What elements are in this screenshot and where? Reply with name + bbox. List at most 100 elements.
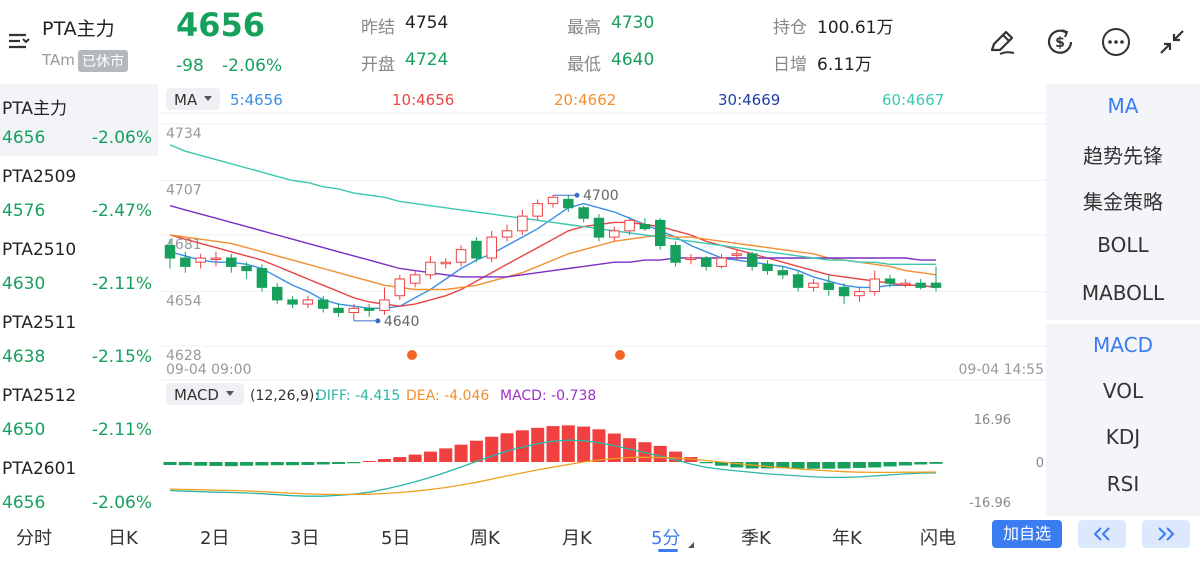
indicator-ma[interactable]: MA bbox=[1107, 94, 1139, 118]
macd-histogram-bar bbox=[914, 462, 928, 465]
candlestick bbox=[271, 283, 283, 305]
candle-body bbox=[210, 257, 222, 261]
contract-list-item[interactable]: PTA2509 4576 -2.47% bbox=[0, 157, 158, 229]
double-chevron-left-icon[interactable] bbox=[1078, 520, 1126, 548]
indicator-kdj[interactable]: KDJ bbox=[1105, 425, 1141, 449]
ma30-value: 30:4669 bbox=[718, 91, 780, 109]
candle-body bbox=[363, 307, 375, 311]
kline-chart[interactable]: MA 5:4656 10:4656 20:4662 30:4669 60:466… bbox=[160, 84, 1046, 516]
macd-selector-label: MACD bbox=[174, 386, 219, 404]
currency-exchange-icon[interactable]: $ bbox=[1044, 26, 1076, 58]
quote-header: PTA主力 TAm 已休市 4656 -98 -2.06% 昨结 4754 最高… bbox=[0, 0, 1200, 84]
candle-body bbox=[271, 286, 283, 301]
stat-label-open: 开盘 bbox=[361, 55, 395, 75]
event-marker-dot[interactable] bbox=[615, 350, 625, 360]
macd-histogram-bar bbox=[837, 462, 851, 469]
candlestick bbox=[746, 251, 758, 271]
draw-pen-icon[interactable] bbox=[986, 26, 1018, 58]
contract-item-pct: -2.11% bbox=[91, 420, 152, 440]
contract-list-item[interactable]: PTA2512 4650 -2.11% bbox=[0, 376, 158, 448]
ma20-line bbox=[169, 234, 937, 291]
indicator-panel: MA 趋势先锋 集金策略 BOLL MABOLL MACD VOL KDJ RS… bbox=[1046, 84, 1200, 516]
indicator-macd[interactable]: MACD bbox=[1093, 333, 1153, 357]
stat-label-high: 最高 bbox=[567, 18, 601, 38]
contract-list-item[interactable]: PTA2511 4638 -2.15% bbox=[0, 303, 158, 375]
double-chevron-right-icon[interactable] bbox=[1142, 520, 1190, 548]
tab-lightning[interactable]: 闪电 bbox=[920, 528, 956, 549]
candle-body bbox=[517, 215, 528, 232]
candle-body bbox=[654, 219, 666, 246]
indicator-rsi[interactable]: RSI bbox=[1106, 472, 1140, 496]
macd-histogram-bar bbox=[194, 462, 208, 466]
macd-histogram-bar bbox=[286, 462, 300, 466]
event-marker-dot[interactable] bbox=[407, 350, 417, 360]
contract-item-name: PTA2601 bbox=[2, 459, 77, 479]
candlestick bbox=[930, 266, 942, 292]
macd-histogram-bar bbox=[316, 462, 330, 465]
macd-histogram-bar bbox=[898, 462, 912, 466]
macd-histogram-bar bbox=[623, 438, 637, 462]
macd-tick-label: 16.96 bbox=[974, 413, 1011, 428]
tab-weekly-k[interactable]: 周K bbox=[470, 528, 500, 549]
tab-3day[interactable]: 3日 bbox=[290, 528, 320, 549]
macd-legend: MACD (12,26,9): DIFF: -4.415 DEA: -4.046… bbox=[166, 383, 596, 405]
candlestick bbox=[838, 283, 850, 305]
candlestick bbox=[226, 253, 237, 273]
macd-histogram-bar bbox=[454, 444, 468, 462]
indicator-boll[interactable]: BOLL bbox=[1097, 233, 1149, 257]
contract-item-name: PTA主力 bbox=[2, 99, 67, 119]
sliders-menu-icon[interactable] bbox=[6, 28, 32, 54]
x-label-start: 09-04 09:00 bbox=[166, 362, 251, 378]
price-change-pct: -2.06% bbox=[222, 56, 283, 76]
candle-body bbox=[256, 268, 268, 288]
tab-quarterly-k[interactable]: 季K bbox=[741, 528, 771, 549]
collapse-arrows-icon[interactable] bbox=[1156, 26, 1188, 58]
macd-histogram-bar bbox=[929, 462, 943, 464]
macd-histogram-bar bbox=[699, 462, 713, 464]
candlestick bbox=[884, 274, 896, 288]
contract-list-item[interactable]: PTA2510 4630 -2.11% bbox=[0, 230, 158, 302]
candle-body bbox=[333, 307, 344, 313]
candlestick bbox=[180, 251, 191, 273]
contract-item-pct: -2.15% bbox=[91, 347, 152, 367]
indicator-vol[interactable]: VOL bbox=[1102, 379, 1144, 403]
contract-list-item[interactable]: PTA2601 4656 -2.06% bbox=[0, 449, 158, 521]
candlestick bbox=[317, 295, 329, 313]
macd-histogram-bar bbox=[439, 448, 453, 462]
stat-value-open-interest: 100.61万 bbox=[817, 18, 894, 38]
svg-text:$: $ bbox=[1055, 35, 1065, 51]
tab-5day[interactable]: 5日 bbox=[381, 528, 411, 549]
stat-value-open: 4724 bbox=[405, 50, 449, 70]
tab-monthly-k[interactable]: 月K bbox=[562, 528, 592, 549]
macd-selector-caret-icon bbox=[226, 391, 234, 396]
tab-intraday[interactable]: 分时 bbox=[16, 528, 52, 549]
tab-5min[interactable]: 5分 bbox=[651, 528, 681, 549]
macd-selector[interactable] bbox=[166, 383, 244, 405]
more-dots-icon[interactable] bbox=[1100, 26, 1132, 58]
high-marker-label: 4700 bbox=[583, 188, 619, 204]
contract-item-pct: -2.47% bbox=[91, 201, 152, 221]
contract-list-item[interactable]: PTA主力 4656 -2.06% bbox=[0, 84, 158, 156]
macd-histogram-bar bbox=[776, 462, 790, 469]
indicator-trend-pioneer[interactable]: 趋势先锋 bbox=[1083, 144, 1163, 168]
indicator-maboll[interactable]: MABOLL bbox=[1081, 281, 1165, 305]
ma-selector[interactable] bbox=[166, 88, 220, 110]
macd-histogram-bar bbox=[377, 459, 391, 462]
low-marker-dot bbox=[375, 318, 381, 324]
macd-histogram-bar bbox=[500, 433, 514, 462]
macd-histogram-bar bbox=[577, 426, 591, 462]
candlestick bbox=[302, 295, 314, 309]
tab-daily-k[interactable]: 日K bbox=[108, 528, 138, 549]
add-watchlist-button[interactable]: 加自选 bbox=[992, 520, 1062, 548]
tab-yearly-k[interactable]: 年K bbox=[832, 528, 862, 549]
candle-body bbox=[593, 217, 605, 238]
tab-2day[interactable]: 2日 bbox=[200, 528, 230, 549]
ma5-value: 5:4656 bbox=[230, 91, 283, 109]
indicator-fund-strategy[interactable]: 集金策略 bbox=[1083, 190, 1163, 214]
contract-name[interactable]: PTA主力 bbox=[42, 18, 115, 40]
candlestick bbox=[593, 214, 605, 242]
candlestick bbox=[256, 264, 268, 292]
candle-body bbox=[838, 286, 850, 297]
macd-histogram-bar bbox=[868, 462, 882, 468]
